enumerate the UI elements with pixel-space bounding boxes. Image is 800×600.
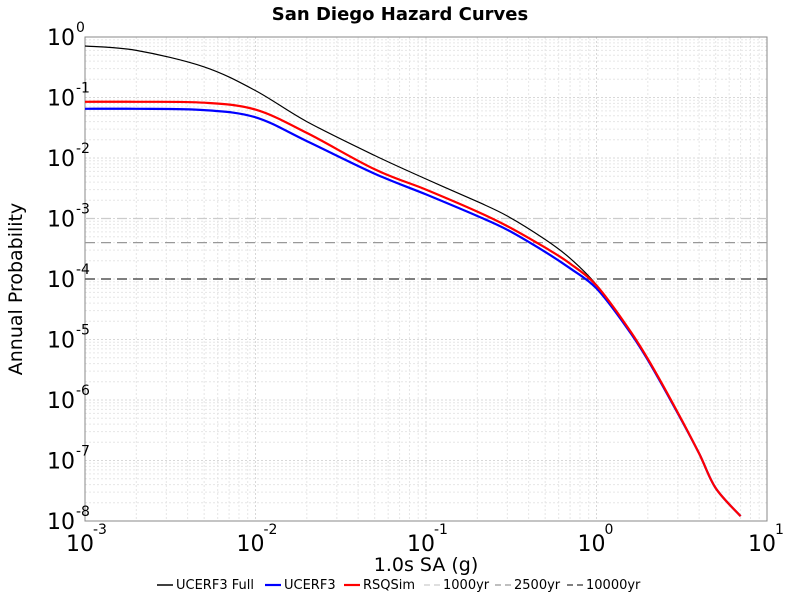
series-rsqsim <box>84 100 742 517</box>
svg-text:0: 0 <box>605 522 614 538</box>
svg-text:10: 10 <box>47 87 75 112</box>
x-tick-label: 10-1 <box>407 522 448 557</box>
legend-item-10000yr: 10000yr <box>567 578 641 593</box>
x-axis-label: 1.0s SA (g) <box>374 554 479 576</box>
y-tick-label: 10 0 <box>47 20 85 51</box>
y-tick-label: 10 -2 <box>47 141 90 172</box>
svg-text:10: 10 <box>407 532 435 557</box>
svg-text:10: 10 <box>47 26 75 51</box>
svg-text:10: 10 <box>47 389 75 414</box>
svg-text:-4: -4 <box>76 262 90 278</box>
svg-text:10000yr: 10000yr <box>586 578 641 593</box>
svg-text:-1: -1 <box>434 522 448 538</box>
x-tick-label: 10-3 <box>66 522 107 557</box>
series-ucerf3 <box>84 107 742 517</box>
svg-text:UCERF3: UCERF3 <box>284 578 336 593</box>
y-tick-label: 10 -8 <box>47 504 90 535</box>
x-tick-label: 101 <box>748 522 784 557</box>
svg-text:-2: -2 <box>76 141 90 157</box>
svg-text:-3: -3 <box>93 522 107 538</box>
x-tick-label: 100 <box>578 522 614 557</box>
svg-text:-3: -3 <box>76 202 90 218</box>
legend-item-rsqsim: RSQSim <box>344 578 415 593</box>
series-layer <box>84 45 767 517</box>
svg-text:10: 10 <box>47 510 75 535</box>
svg-text:-1: -1 <box>76 81 90 97</box>
svg-text:10: 10 <box>47 208 75 233</box>
svg-text:0: 0 <box>76 20 85 36</box>
y-tick-label: 10 -1 <box>47 81 90 112</box>
svg-text:-2: -2 <box>264 522 278 538</box>
series-ucerf3-full <box>84 45 742 517</box>
y-axis-label: Annual Probability <box>5 203 27 376</box>
svg-text:2500yr: 2500yr <box>514 578 561 593</box>
svg-text:10: 10 <box>578 532 606 557</box>
y-tick-label: 10 -7 <box>47 444 90 475</box>
svg-text:10: 10 <box>47 268 75 293</box>
svg-text:10: 10 <box>66 532 94 557</box>
svg-text:-5: -5 <box>76 323 90 339</box>
svg-text:1000yr: 1000yr <box>443 578 490 593</box>
y-tick-label: 10 -5 <box>47 323 90 354</box>
y-tick-label: 10 -4 <box>47 262 90 293</box>
svg-text:10: 10 <box>237 532 265 557</box>
chart-title: San Diego Hazard Curves <box>272 4 528 25</box>
y-tick-label: 10 -6 <box>47 383 90 414</box>
svg-text:1: 1 <box>775 522 784 538</box>
legend-item-ucerf3-full: UCERF3 Full <box>157 578 254 593</box>
legend-item-ucerf3: UCERF3 <box>265 578 336 593</box>
legend-item-2500yr: 2500yr <box>495 578 561 593</box>
svg-text:10: 10 <box>47 329 75 354</box>
svg-text:10: 10 <box>748 532 776 557</box>
y-tick-label: 10 -3 <box>47 202 90 233</box>
x-tick-label: 10-2 <box>237 522 278 557</box>
svg-text:RSQSim: RSQSim <box>363 578 415 593</box>
svg-text:-8: -8 <box>76 504 90 520</box>
svg-text:10: 10 <box>47 147 75 172</box>
svg-text:UCERF3 Full: UCERF3 Full <box>176 578 254 593</box>
svg-text:10: 10 <box>47 450 75 475</box>
legend: UCERF3 Full UCERF3 RSQSim 1000yr 2500yr 10000… <box>157 578 641 593</box>
svg-text:-7: -7 <box>76 444 90 460</box>
legend-item-1000yr: 1000yr <box>424 578 490 593</box>
svg-text:-6: -6 <box>76 383 90 399</box>
